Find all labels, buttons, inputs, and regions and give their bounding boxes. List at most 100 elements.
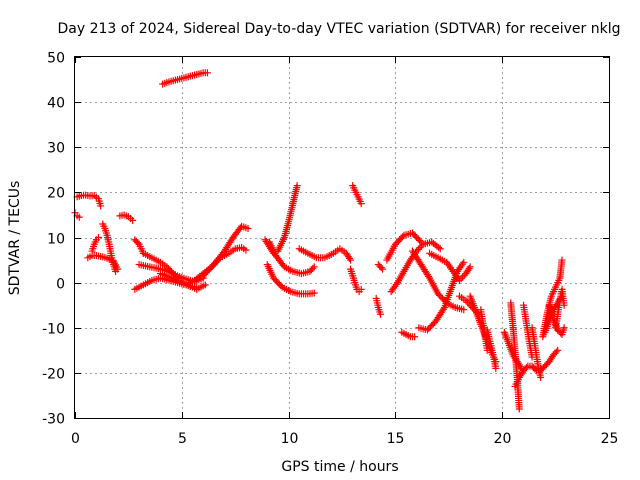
data-point [97, 202, 105, 210]
data-point [357, 285, 365, 293]
data-point [207, 264, 215, 272]
data-point [435, 243, 443, 251]
data-point [293, 182, 301, 190]
grid [75, 57, 609, 418]
data-point [202, 269, 210, 277]
data-point [439, 305, 447, 313]
data-point [554, 346, 562, 354]
data-point [164, 265, 172, 273]
data-point [75, 213, 83, 221]
series-arc-20 [349, 182, 365, 208]
data-point [558, 256, 566, 264]
y-tick-label: -30 [42, 412, 65, 428]
data-point [515, 405, 523, 413]
data-point [537, 373, 545, 381]
x-tick-label: 5 [178, 431, 187, 447]
series-arc-34 [507, 299, 523, 413]
series-arc-04 [88, 234, 102, 255]
series-arc-05 [99, 220, 120, 275]
data-point [129, 216, 137, 224]
data-point [522, 364, 530, 372]
series-arc-37 [528, 324, 545, 381]
data-point [459, 273, 467, 281]
y-tick-label: -10 [42, 322, 65, 338]
series-arc-13 [199, 222, 252, 280]
x-tick-label: 15 [387, 431, 405, 447]
series-arc-23 [383, 229, 425, 264]
x-axis-label: GPS time / hours [281, 459, 398, 475]
data-point [134, 239, 142, 247]
series-arc-42 [552, 285, 568, 332]
data-point [199, 272, 207, 280]
y-axis-label: SDTVAR / TECUs [7, 181, 23, 296]
series-arc-25 [398, 328, 419, 341]
data-point [416, 237, 424, 245]
series-arc-11 [156, 270, 209, 292]
x-tick-label: 0 [71, 431, 80, 447]
data-point [457, 275, 465, 283]
series-arc-01 [71, 209, 83, 221]
data-point [242, 246, 250, 254]
data-point [357, 200, 365, 208]
series-arc-38 [537, 346, 562, 375]
y-tick-label: 40 [47, 96, 65, 112]
y-tick-label: 30 [47, 141, 65, 157]
data-point [163, 263, 171, 271]
series-arc-21 [372, 294, 384, 318]
data-point [204, 267, 212, 275]
data-point [552, 348, 560, 356]
series-arc-22 [374, 261, 387, 273]
data-point [244, 224, 252, 232]
data-point [460, 258, 468, 266]
series-arc-32 [483, 326, 500, 372]
data-point [347, 256, 355, 264]
y-tick-label: 0 [56, 277, 65, 293]
series-arc-06 [116, 211, 137, 224]
data-point [416, 244, 424, 252]
data-point [425, 272, 433, 280]
y-tick-label: 10 [47, 232, 65, 248]
data-point [168, 268, 176, 276]
data-point [112, 267, 120, 275]
data-point [492, 364, 500, 372]
y-tick-label: 20 [47, 186, 65, 202]
data-point [455, 276, 463, 284]
series-arc-26 [408, 247, 468, 314]
plot-frame [74, 56, 610, 419]
series-arc-17 [274, 182, 301, 255]
data-point [166, 266, 174, 274]
data-point [203, 69, 211, 77]
y-tick-label: -20 [42, 367, 65, 383]
data-point [436, 245, 444, 253]
chart-title: Day 213 of 2024, Sidereal Day-to-day VTE… [58, 21, 621, 37]
data-point [466, 263, 474, 271]
x-tick-label: 20 [494, 431, 512, 447]
data-point [376, 310, 384, 318]
data-point [310, 263, 318, 271]
data-point [201, 281, 209, 289]
data-point [277, 282, 285, 290]
series-arc-07 [131, 236, 147, 257]
x-tick-label: 10 [281, 431, 299, 447]
data-point [345, 254, 353, 262]
data-point [310, 289, 318, 297]
data-point [309, 264, 317, 272]
data-point [205, 265, 213, 273]
data-point [411, 333, 419, 341]
series-arc-18 [295, 245, 355, 264]
series-arc-16 [263, 261, 318, 298]
data-point [379, 265, 387, 273]
data-points [71, 69, 568, 413]
data-point [414, 245, 422, 253]
series-arc-28 [426, 249, 474, 284]
series-arc-19 [347, 265, 365, 296]
data-point [418, 242, 426, 250]
data-point [399, 233, 407, 241]
series-arc-12 [159, 69, 211, 88]
series-arc-15 [265, 238, 318, 278]
series-arc-02 [73, 191, 105, 210]
data-point [462, 297, 470, 305]
series-arc-31 [477, 306, 491, 354]
series-arc-36 [520, 301, 536, 361]
